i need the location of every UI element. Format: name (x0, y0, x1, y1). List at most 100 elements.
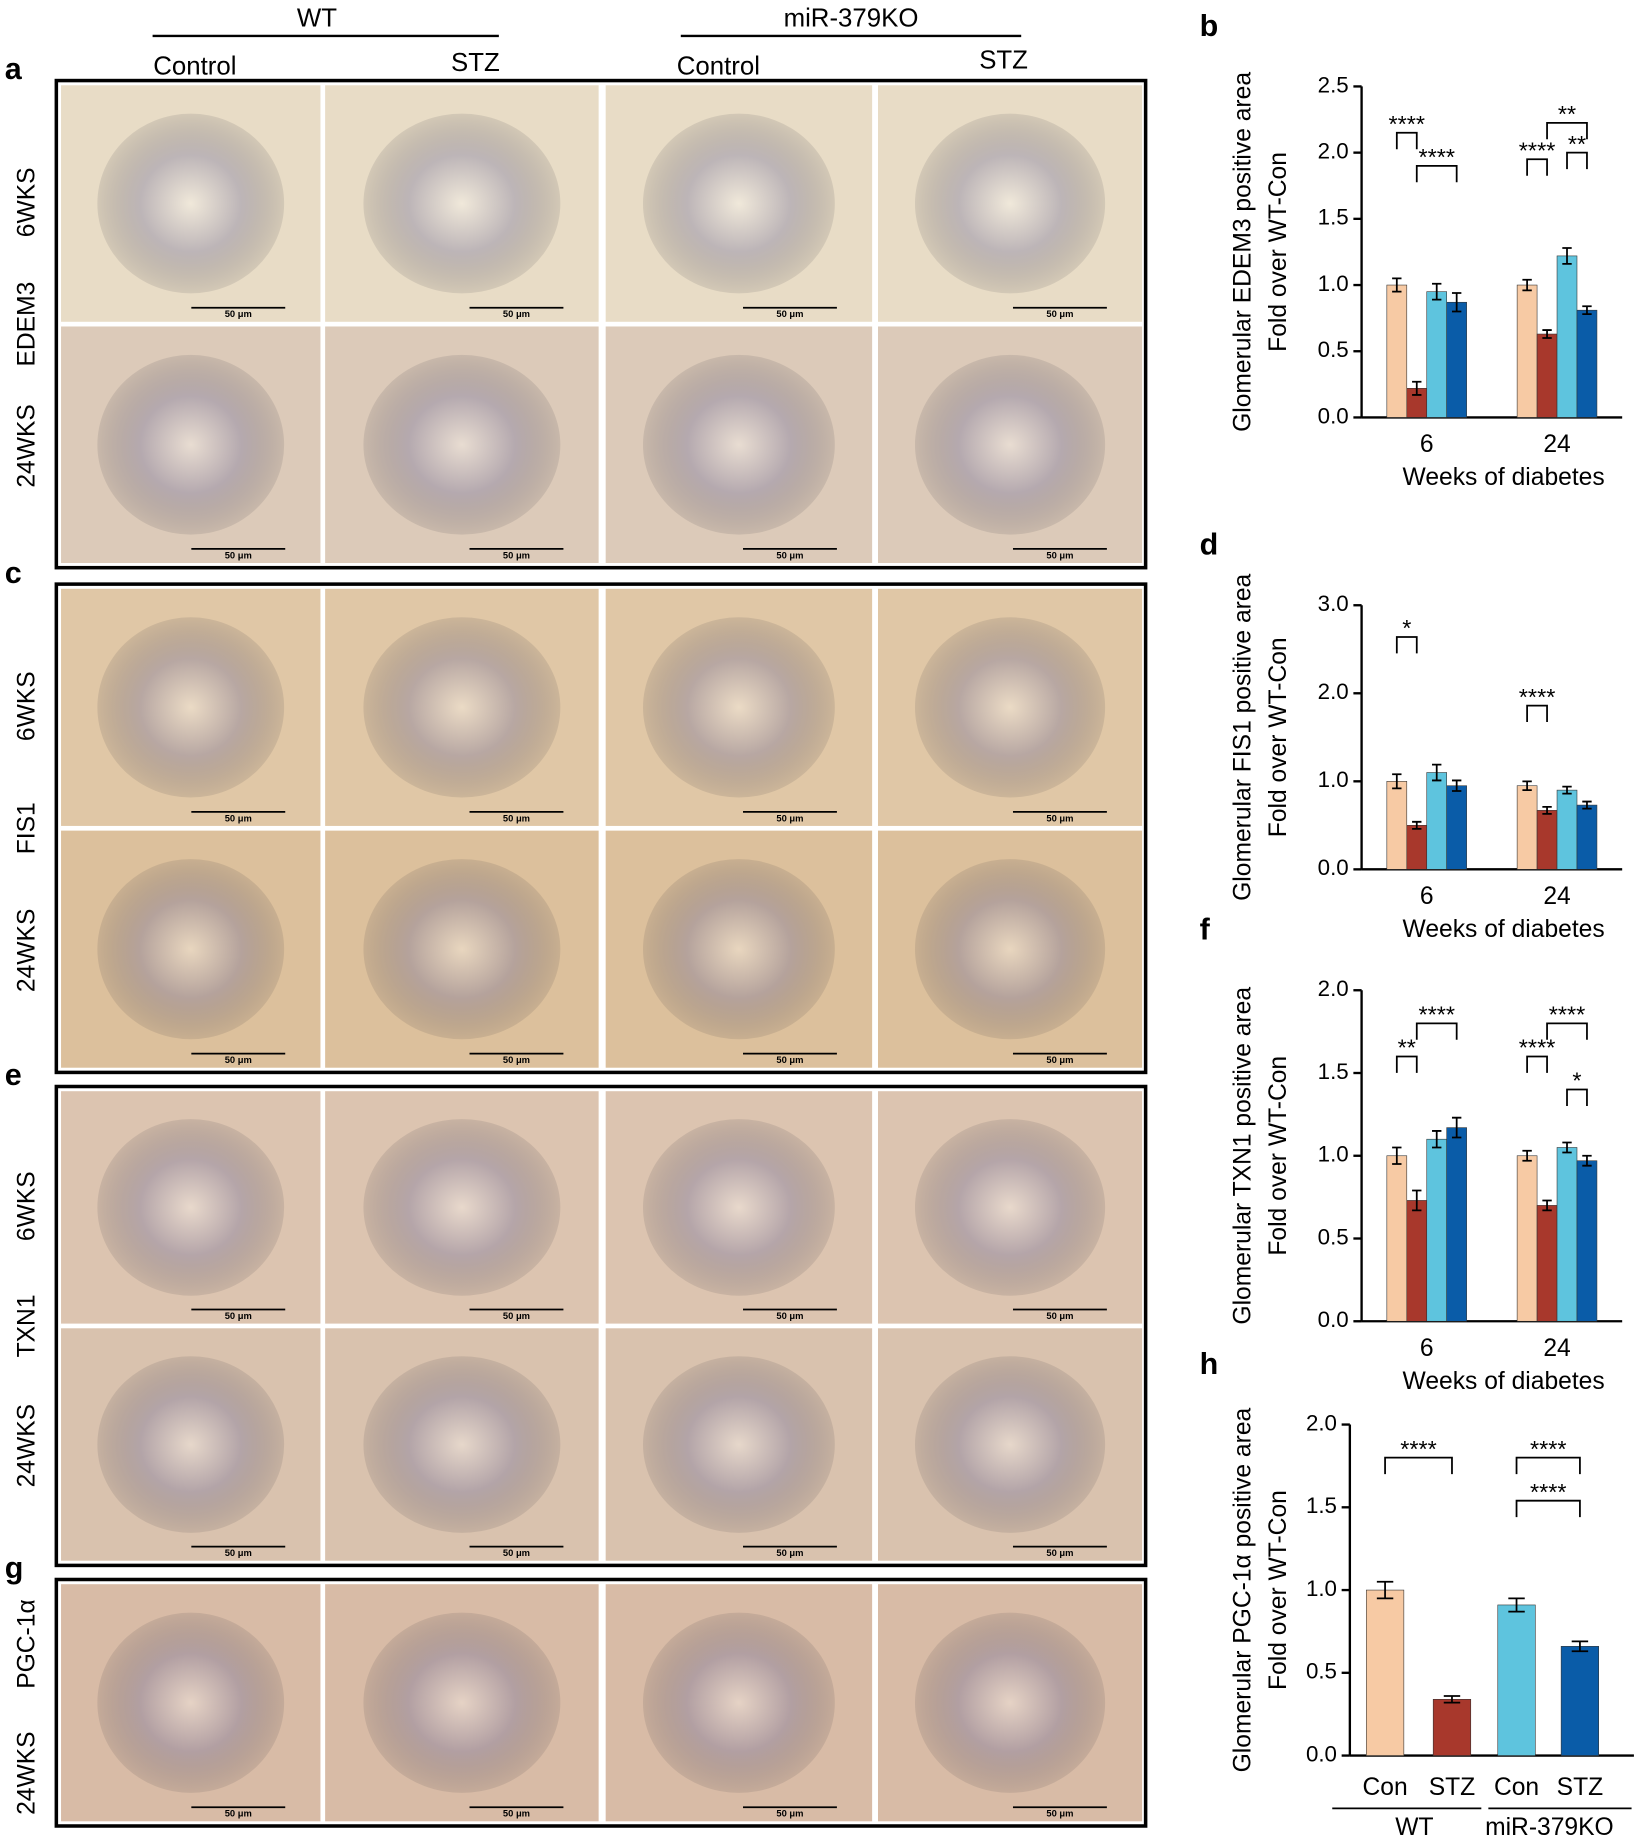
x-tick-label: STZ (1557, 1774, 1604, 1801)
scale-bar-label: 50 μm (1046, 549, 1073, 560)
scale-bar-label: 50 μm (776, 1310, 803, 1321)
y-tick-label: 1.0 (1318, 271, 1349, 296)
significance-label: **** (1530, 1479, 1567, 1505)
scale-bar-label: 50 μm (225, 812, 252, 823)
significance-label: **** (1519, 684, 1556, 710)
panel-letter: e (5, 1058, 22, 1092)
error-bar (1432, 282, 1442, 301)
significance-label: * (1572, 1068, 1581, 1094)
glomerulus (914, 113, 1106, 294)
scale-bar-label: 50 μm (1046, 308, 1073, 319)
scale-bar-label: 50 μm (776, 308, 803, 319)
error-bar (1412, 820, 1422, 830)
bar (1426, 1138, 1447, 1322)
bar (1576, 804, 1598, 870)
bar (1576, 1160, 1598, 1322)
y-tick-label: 0.5 (1306, 1659, 1337, 1684)
scale-bar-label: 50 μm (503, 1310, 530, 1321)
glomerulus (642, 1356, 835, 1533)
row-label: 24WKS (14, 909, 41, 992)
significance-bracket (1566, 151, 1588, 170)
significance-label: **** (1519, 137, 1556, 163)
y-tick-label: 2.0 (1318, 976, 1349, 1001)
scale-bar-label: 50 μm (503, 1547, 530, 1558)
significance-bracket (1395, 636, 1418, 654)
significance-label: **** (1530, 1436, 1567, 1462)
bar (1446, 301, 1467, 418)
glomerulus (363, 354, 561, 535)
scale-bar-label: 50 μm (776, 1547, 803, 1558)
scale-bar-label: 50 μm (1046, 1808, 1073, 1819)
x-axis-title: Weeks of diabetes (1403, 1368, 1605, 1395)
bar (1576, 309, 1598, 418)
scale-bar-label: 50 μm (503, 1808, 530, 1819)
significance-bracket (1515, 1456, 1581, 1475)
panel-letter: b (1200, 9, 1219, 43)
x-tick-label: 24 (1543, 1335, 1570, 1362)
row-label: 24WKS (14, 1404, 41, 1487)
glomerulus (97, 1612, 285, 1793)
condition-label: STZ (979, 47, 1028, 75)
x-tick-label: Con (1362, 1774, 1407, 1801)
scale-bar-label: 50 μm (225, 308, 252, 319)
scale-bar-label: 50 μm (225, 1808, 252, 1819)
y-tick-label: 2.0 (1306, 1410, 1337, 1435)
bar (1365, 1589, 1405, 1756)
y-tick-label: 0.0 (1318, 1307, 1349, 1332)
scale-bar-label: 50 μm (1046, 1547, 1073, 1558)
y-tick-label: 0.0 (1306, 1741, 1337, 1766)
condition-label: Control (677, 52, 760, 80)
x-tick-label: 6 (1420, 431, 1434, 458)
y-tick-label: 2.0 (1318, 139, 1349, 164)
glomerulus (363, 113, 561, 294)
scale-bar-label: 50 μm (776, 1808, 803, 1819)
significance-bracket (1566, 1088, 1588, 1106)
scale-bar-label: 50 μm (503, 812, 530, 823)
significance-label: ** (1568, 131, 1586, 157)
y-axis-title: Glomerular TXN1 positive area (1230, 987, 1257, 1325)
significance-bracket (1546, 1022, 1588, 1040)
panel-letter: c (5, 556, 22, 590)
error-bar (1432, 763, 1442, 782)
group-label: miR-379KO (784, 4, 919, 32)
x-tick-label: Con (1494, 1774, 1539, 1801)
glomerulus (914, 859, 1106, 1040)
panel-letter: f (1200, 913, 1211, 947)
error-bar (1451, 779, 1462, 792)
stain-label: FIS1 (14, 802, 41, 854)
error-bar (1451, 292, 1462, 313)
scale-bar-label: 50 μm (503, 1054, 530, 1065)
bar (1516, 1155, 1538, 1322)
group-label: WT (297, 4, 337, 32)
significance-bracket (1526, 158, 1548, 176)
error-bar (1522, 780, 1532, 792)
error-bar (1582, 800, 1592, 810)
error-bar (1451, 1116, 1462, 1139)
bar (1406, 825, 1428, 870)
significance-label: ** (1558, 101, 1576, 127)
stain-label: TXN1 (14, 1294, 41, 1357)
glomerulus (363, 1356, 561, 1533)
glomerulus (97, 859, 285, 1040)
scale-bar-label: 50 μm (225, 1310, 252, 1321)
x-axis-title: Weeks of diabetes (1403, 464, 1605, 491)
glomerulus (363, 1119, 561, 1296)
glomerulus (363, 859, 561, 1040)
significance-bracket (1384, 1456, 1453, 1475)
bar (1516, 785, 1538, 870)
significance-bracket (1415, 164, 1458, 183)
error-bar (1582, 1154, 1592, 1167)
y-axis-title: Glomerular FIS1 positive area (1230, 573, 1257, 900)
significance-label: **** (1418, 144, 1455, 170)
error-bar (1542, 1199, 1552, 1212)
scale-bar-label: 50 μm (776, 549, 803, 560)
glomerulus (642, 1119, 835, 1296)
stain-label: EDEM3 (14, 282, 41, 367)
y-tick-label: 2.5 (1318, 72, 1349, 97)
stain-label: PGC-1α (14, 1599, 41, 1689)
x-axis-title: Weeks of diabetes (1403, 916, 1605, 943)
y-axis-title: Glomerular EDEM3 positive area (1230, 72, 1257, 432)
bar (1432, 1698, 1472, 1756)
error-bar (1376, 1580, 1394, 1600)
significance-label: **** (1549, 1002, 1586, 1028)
